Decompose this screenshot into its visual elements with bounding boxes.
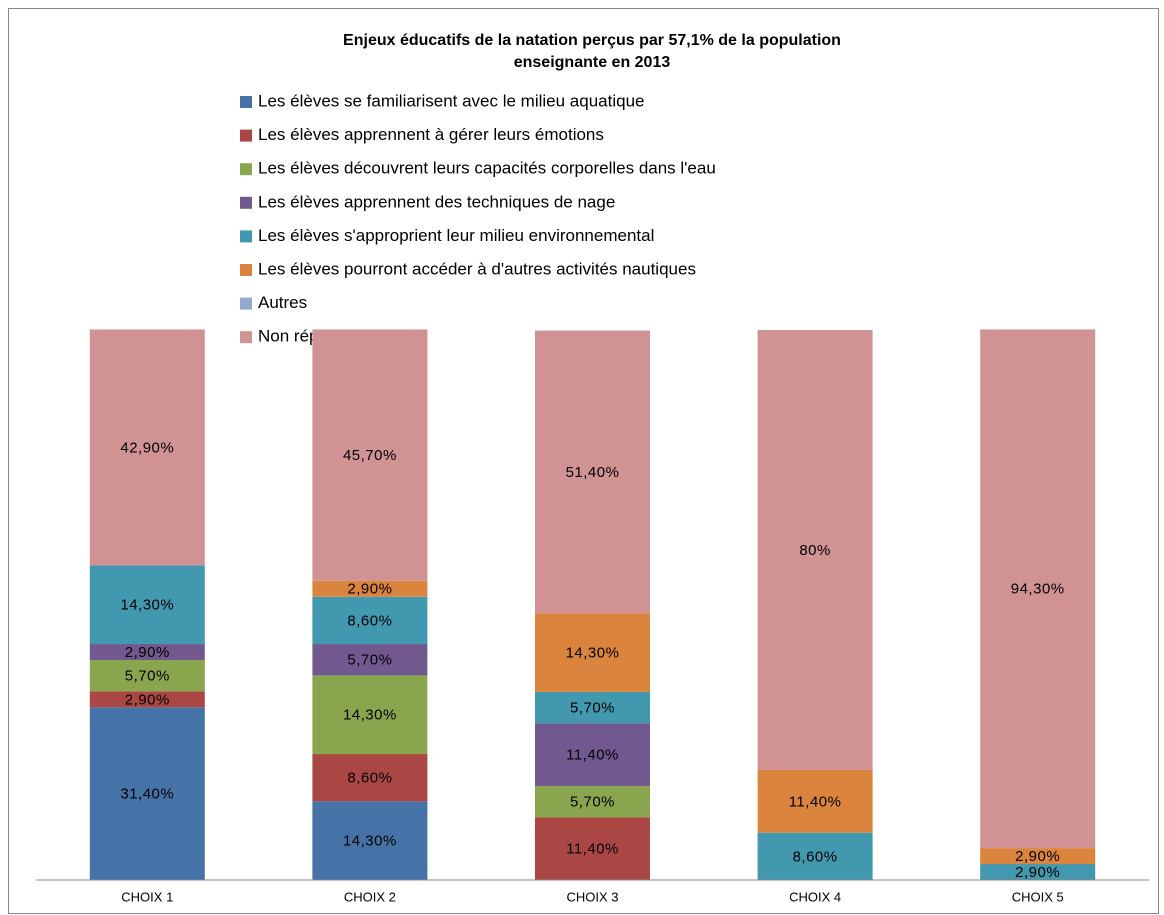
bar-segment [980, 848, 1096, 865]
legend-swatch [240, 331, 252, 344]
data-label: 2,90% [125, 691, 170, 708]
legend-swatch [240, 264, 252, 276]
bar-segment [89, 644, 205, 660]
bar-segment [535, 723, 650, 786]
legend-label: Les élèves pourront accéder à d'autres a… [258, 259, 696, 278]
bar-segment [312, 596, 428, 645]
data-label: 42,90% [120, 439, 174, 456]
legend-swatch [240, 297, 252, 310]
bar-segment [89, 691, 205, 708]
data-label: 8,60% [793, 848, 838, 865]
data-label: 14,30% [566, 645, 620, 662]
data-label: 31,40% [120, 786, 174, 803]
chart-title: Enjeux éducatifs de la natation perçus p… [343, 32, 841, 49]
legend-swatch [240, 96, 252, 108]
bar-segment [757, 832, 873, 880]
data-label: 45,70% [343, 447, 397, 464]
legend-label: Les élèves s'approprient leur milieu env… [258, 226, 654, 245]
data-label: 11,40% [789, 793, 842, 810]
data-label: 2,90% [125, 644, 170, 661]
bar-segment [312, 644, 428, 676]
data-label: 5,70% [570, 794, 615, 811]
legend-label: Les élèves apprennent des techniques de … [258, 192, 615, 211]
data-label: 80% [799, 542, 831, 559]
data-label: 2,90% [1015, 864, 1060, 881]
bar-segment [535, 691, 650, 724]
legend-label: Les élèves découvrent leurs capacités co… [258, 159, 716, 178]
bar-segment [980, 864, 1096, 880]
data-label: 8,60% [347, 770, 392, 787]
x-tick-label: CHOIX 3 [566, 889, 618, 904]
data-label: 51,40% [566, 464, 620, 481]
bar-segment [312, 675, 428, 755]
legend-swatch [240, 196, 252, 209]
data-label: 5,70% [125, 668, 170, 685]
x-tick-label: CHOIX 5 [1012, 889, 1064, 904]
bar-segment [89, 707, 205, 880]
bar-segment [980, 329, 1096, 849]
legend-swatch [240, 129, 252, 142]
legend-label: Les élèves se familiarisent avec le mili… [258, 91, 644, 110]
bar-segment [312, 801, 428, 880]
bar-segment [89, 565, 205, 645]
legend-label: Autres [258, 293, 307, 312]
data-label: 2,90% [347, 581, 392, 598]
data-label: 14,30% [343, 707, 397, 724]
bar-segment [757, 330, 873, 770]
bar-segment [312, 754, 428, 802]
legend-swatch [240, 230, 252, 243]
data-label: 11,40% [566, 747, 619, 764]
x-tick-label: CHOIX 4 [789, 889, 841, 904]
data-label: 2,90% [1015, 848, 1060, 865]
bar-segment [535, 817, 650, 880]
data-label: 8,60% [347, 612, 392, 629]
x-tick-label: CHOIX 2 [344, 889, 396, 904]
bar-segment [312, 329, 428, 581]
data-label: 5,70% [570, 700, 615, 717]
bar-segment [312, 580, 428, 597]
legend-label: Les élèves apprennent à gérer leurs émot… [258, 125, 604, 144]
bar-segment [535, 613, 650, 692]
data-label: 94,30% [1011, 581, 1065, 598]
data-label: 11,40% [566, 841, 619, 858]
bar-segment [757, 770, 873, 833]
bar-segment [89, 329, 205, 566]
x-tick-label: CHOIX 1 [121, 889, 173, 904]
bar-segment [89, 660, 205, 692]
data-label: 5,70% [347, 652, 392, 669]
legend-swatch [240, 163, 252, 176]
data-label: 14,30% [343, 833, 397, 850]
chart-title: enseignante en 2013 [514, 54, 671, 71]
bar-segment [535, 785, 650, 818]
data-label: 14,30% [120, 597, 174, 614]
bar-segment [535, 330, 650, 614]
